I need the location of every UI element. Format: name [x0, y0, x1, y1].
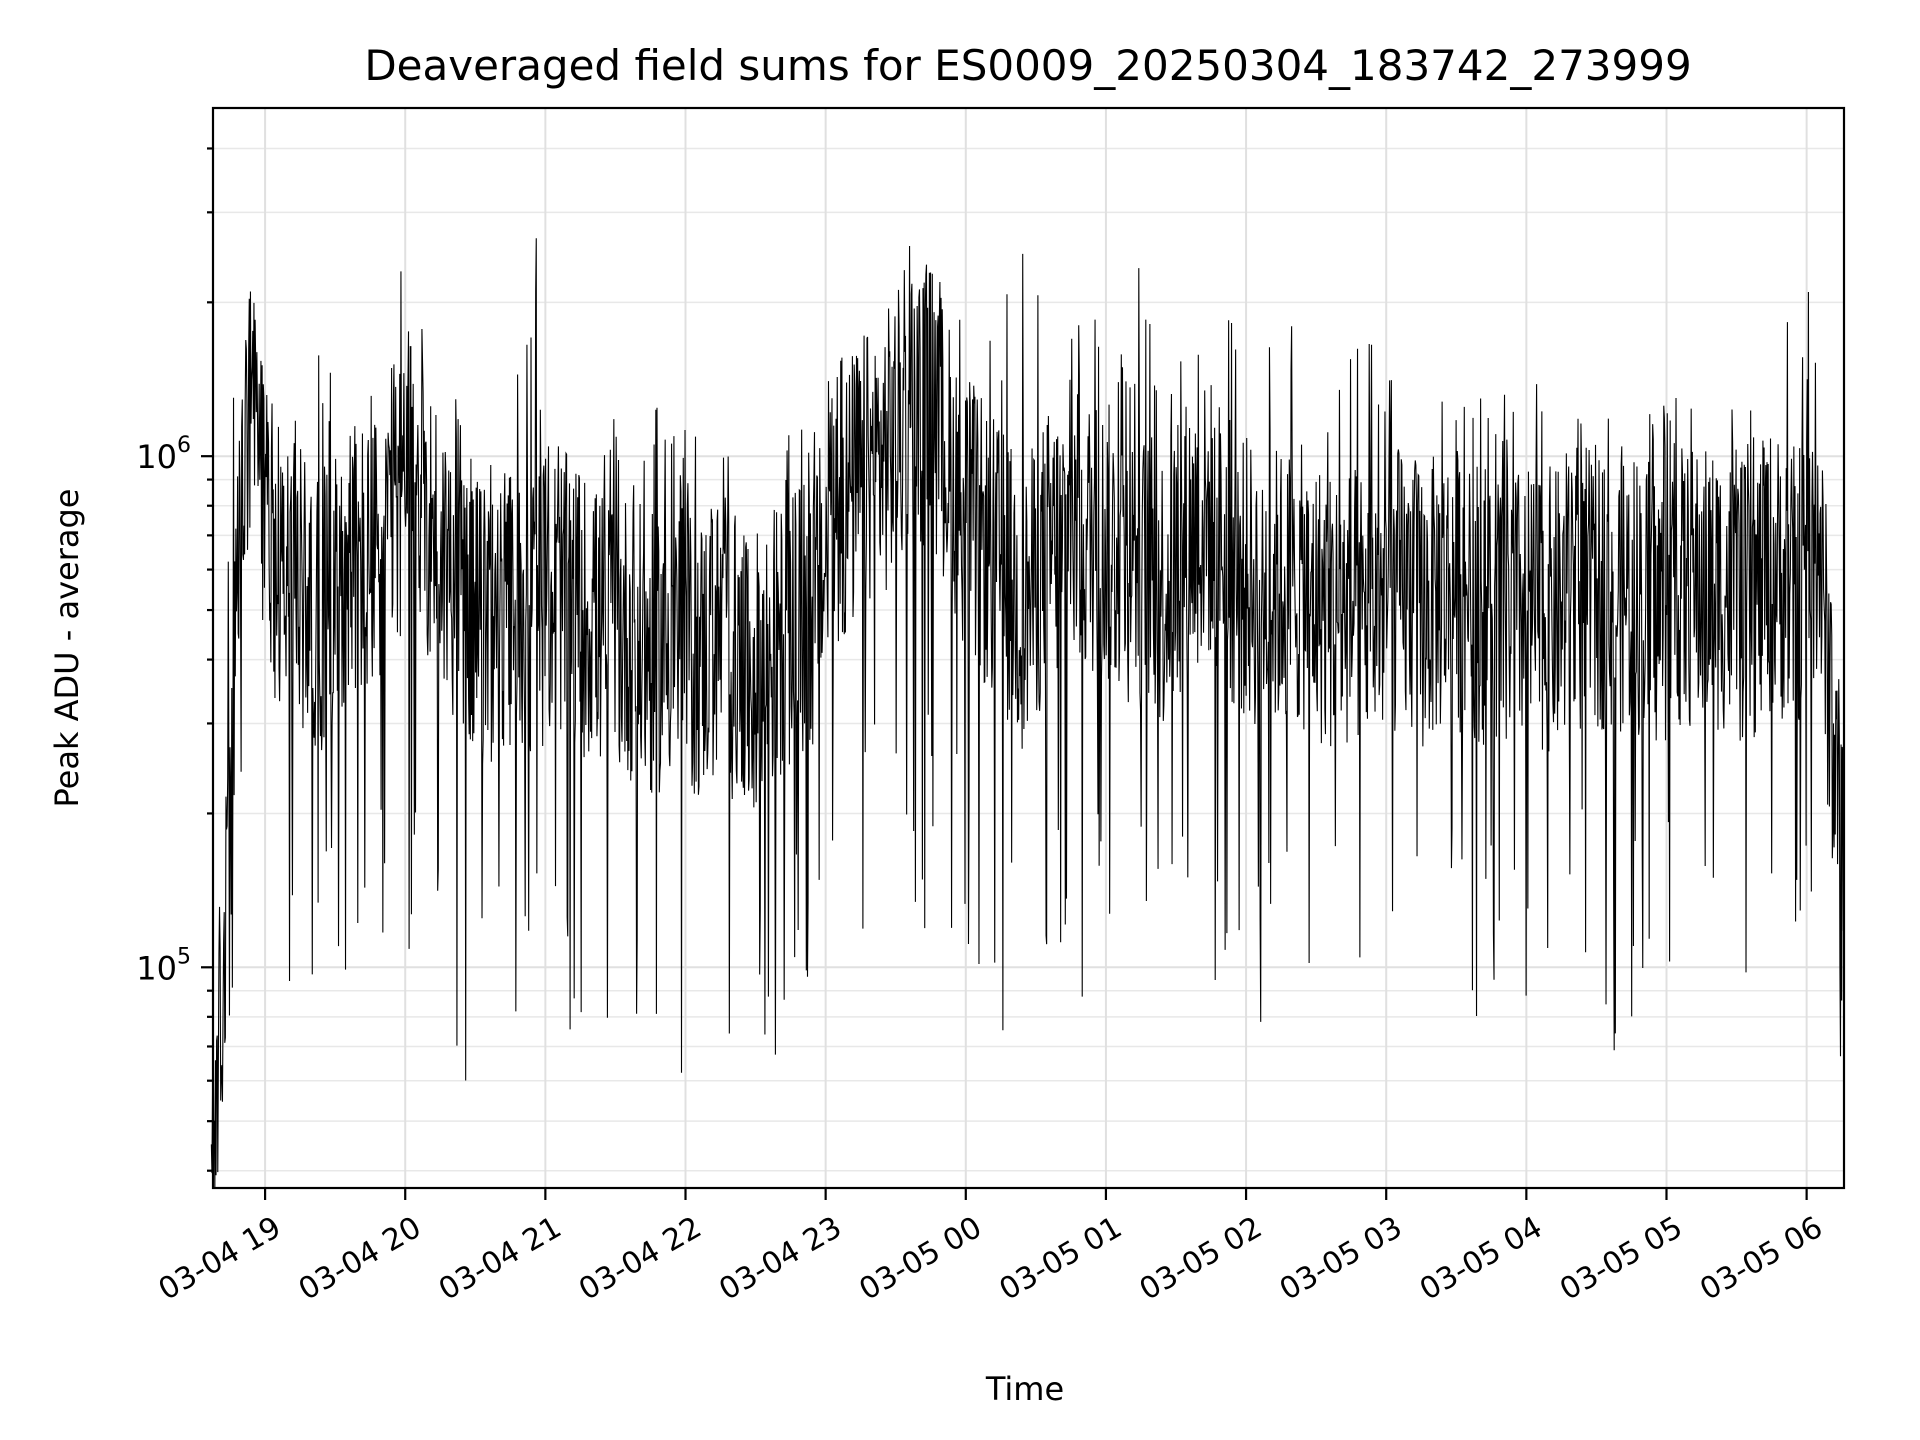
x-tick-label: 03-05 04 [1414, 1210, 1548, 1308]
x-tick-label: 03-04 23 [713, 1210, 847, 1308]
series-line [210, 238, 1845, 1188]
x-tick-label: 03-04 22 [573, 1210, 707, 1308]
x-tick-label: 03-05 06 [1694, 1210, 1828, 1308]
x-tick-label: 03-04 19 [153, 1210, 287, 1308]
x-tick-label: 03-05 01 [994, 1210, 1128, 1308]
x-tick-label: 03-05 05 [1554, 1210, 1688, 1308]
x-axis-label: Time [985, 1370, 1064, 1408]
x-tick-label: 03-04 21 [433, 1210, 567, 1308]
chart-title: Deaveraged field sums for ES0009_2025030… [364, 41, 1691, 90]
y-tick-label: 106 [136, 433, 191, 476]
x-tick-label: 03-05 00 [853, 1210, 987, 1308]
plot-area [211, 106, 1846, 1190]
x-tick-label: 03-04 20 [293, 1210, 427, 1308]
x-tick-label: 03-05 03 [1274, 1210, 1408, 1308]
y-tick-label: 105 [136, 944, 191, 987]
x-tick-label: 03-05 02 [1134, 1210, 1268, 1308]
y-axis-label: Peak ADU - average [48, 489, 86, 808]
